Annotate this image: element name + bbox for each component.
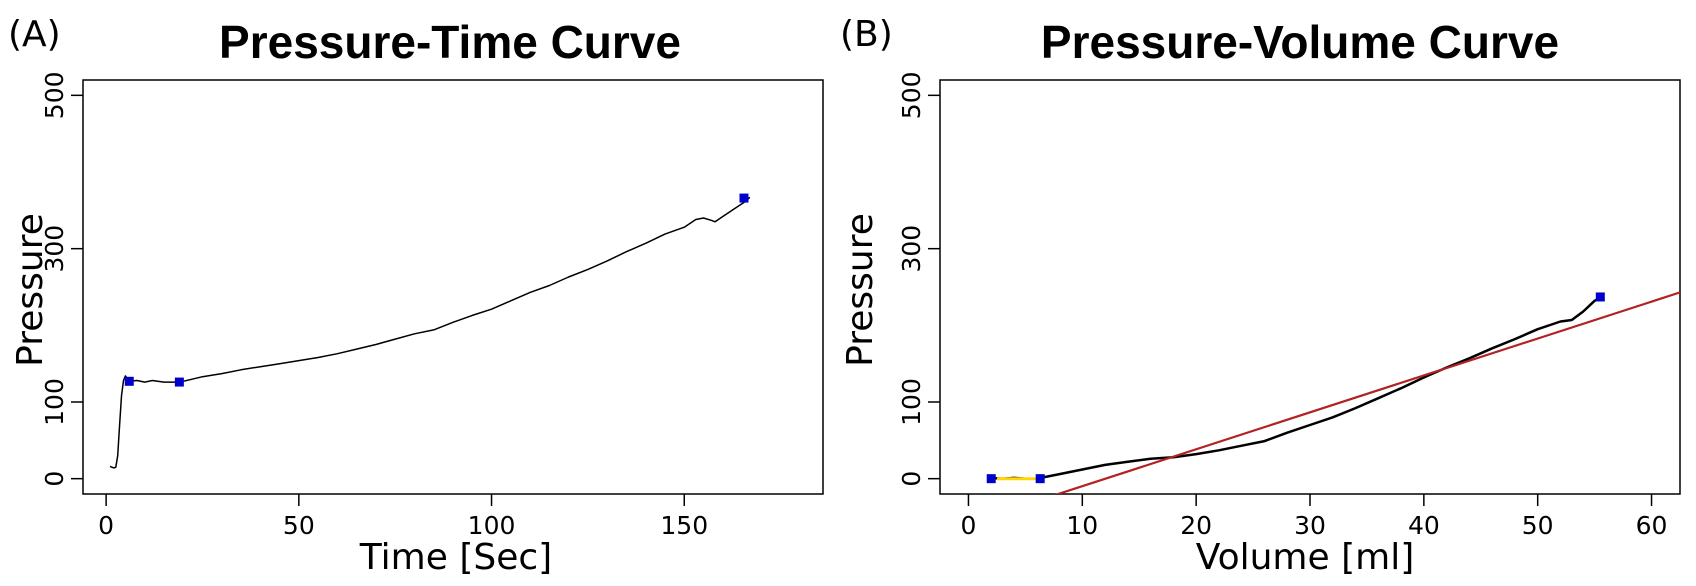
series-layer-b xyxy=(991,291,1680,494)
panel-pressure-time: (A) Pressure-Time Curve Time [Sec] Press… xyxy=(8,14,824,578)
y-tick-label-a: 300 xyxy=(40,225,69,273)
x-tick-label-a: 0 xyxy=(98,511,114,540)
x-tick-label-b: 20 xyxy=(1180,511,1212,540)
panel-pressure-volume: (B) Pressure-Volume Curve Volume [ml] Pr… xyxy=(840,14,1681,578)
plot-box-a xyxy=(82,79,824,495)
y-tick-label-b: 100 xyxy=(897,378,926,426)
marker-layer-a xyxy=(124,193,749,387)
x-axis-label-a: Time [Sec] xyxy=(359,537,552,578)
marker-point-b-1 xyxy=(1035,474,1045,484)
chart-title-b: Pressure-Volume Curve xyxy=(1041,16,1559,68)
y-tick-label-b: 0 xyxy=(897,471,926,487)
x-tick-label-b: 50 xyxy=(1522,511,1554,540)
series-line-b-2 xyxy=(1054,291,1680,494)
plot-box-b xyxy=(939,79,1681,495)
y-tick-label-b: 300 xyxy=(897,225,926,273)
marker-point-b-2 xyxy=(1595,292,1605,302)
panel-label-a: (A) xyxy=(8,14,61,55)
series-line-a-0 xyxy=(109,196,751,469)
axis-ticks-b: 0 10 20 30 40 50 60 0 100 300 500 xyxy=(897,71,1667,540)
series-layer-a xyxy=(109,196,751,469)
axis-ticks-a: 0 50 100 150 0 100 300 500 xyxy=(40,71,708,540)
y-tick-label-a: 500 xyxy=(40,71,69,119)
marker-point-a-2 xyxy=(739,193,749,203)
marker-point-a-0 xyxy=(124,376,134,386)
x-axis-label-b: Volume [ml] xyxy=(1196,537,1415,578)
series-line-b-0 xyxy=(991,295,1605,480)
y-axis-label-b: Pressure xyxy=(840,213,881,367)
marker-point-b-0 xyxy=(986,474,996,484)
x-tick-label-a: 150 xyxy=(660,511,708,540)
marker-point-a-1 xyxy=(174,377,184,387)
x-tick-label-a: 50 xyxy=(283,511,315,540)
panel-label-b: (B) xyxy=(840,14,893,55)
x-tick-label-b: 0 xyxy=(961,511,977,540)
x-tick-label-b: 60 xyxy=(1636,511,1668,540)
y-tick-label-b: 500 xyxy=(897,71,926,119)
x-tick-label-b: 40 xyxy=(1408,511,1440,540)
x-tick-label-b: 10 xyxy=(1066,511,1098,540)
y-axis-label-a: Pressure xyxy=(10,213,51,367)
chart-title-a: Pressure-Time Curve xyxy=(219,16,681,68)
y-tick-label-a: 100 xyxy=(40,378,69,426)
x-tick-label-a: 100 xyxy=(468,511,516,540)
x-tick-label-b: 30 xyxy=(1294,511,1326,540)
y-tick-label-a: 0 xyxy=(40,471,69,487)
marker-layer-b xyxy=(986,292,1605,484)
